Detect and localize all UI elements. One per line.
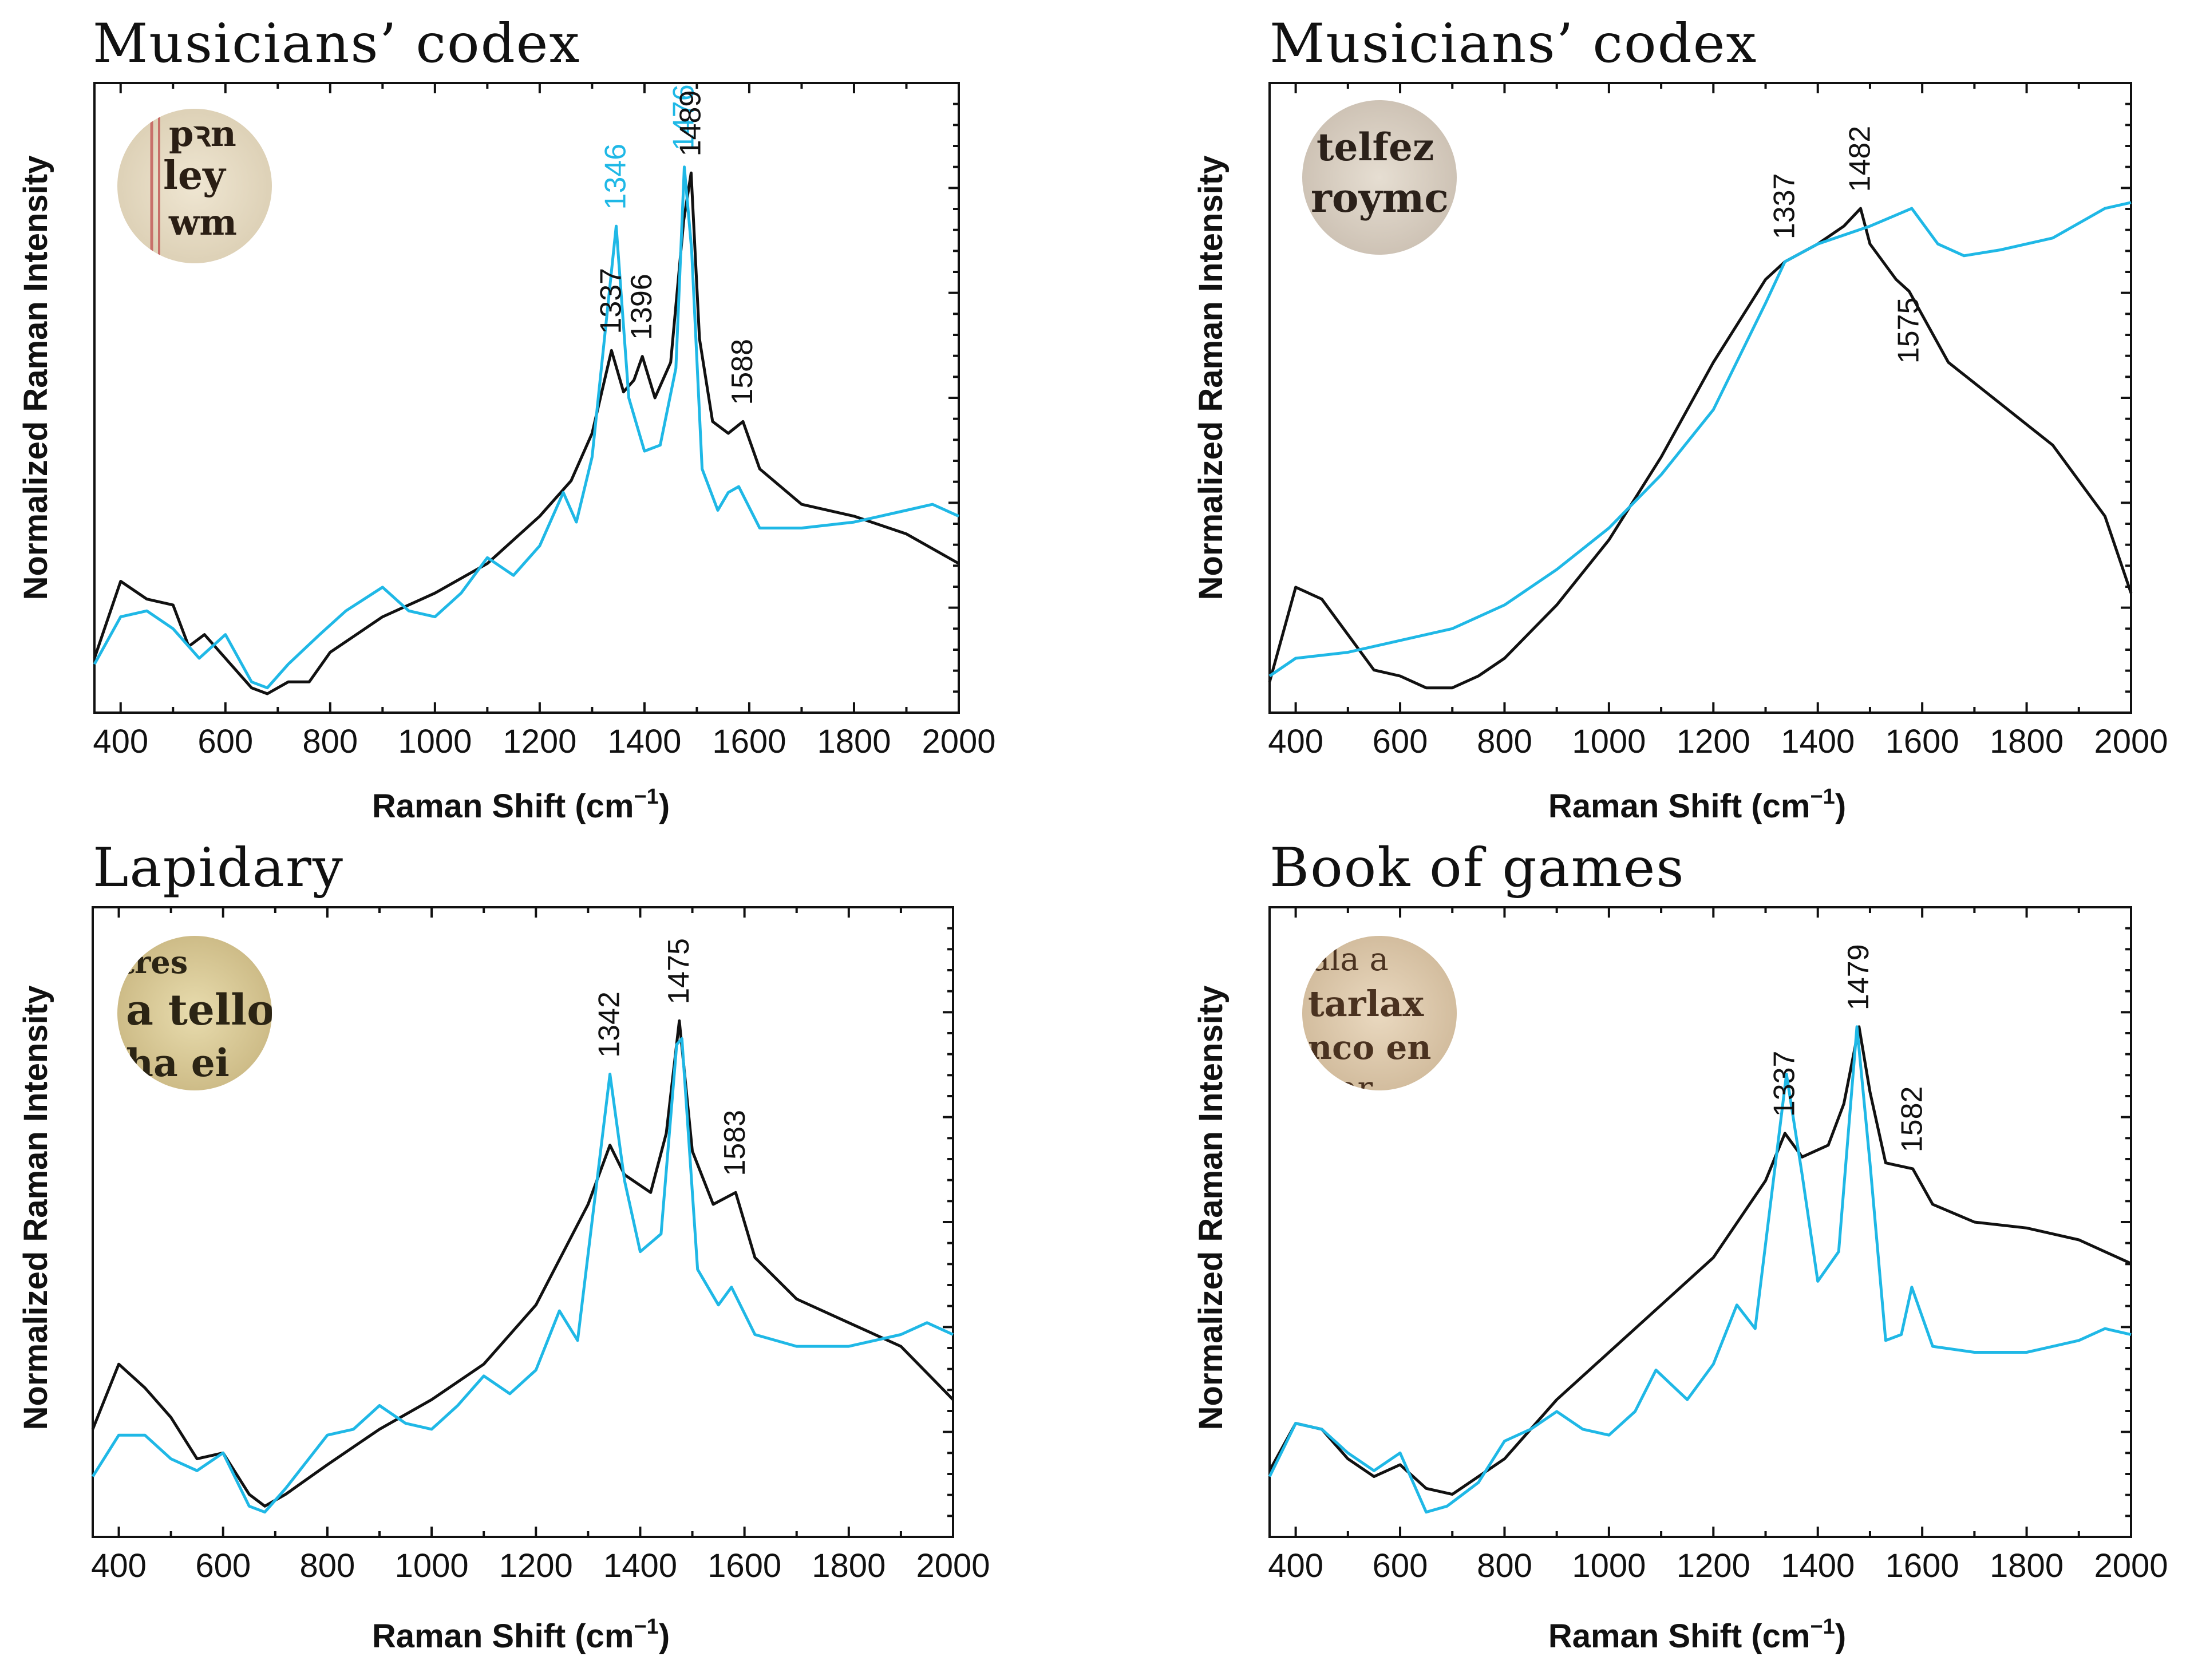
panel-lapidary: Lapidary Normalized Raman Intensity Rama… [17, 837, 990, 1655]
svg-text:mar: mar [1308, 1070, 1373, 1107]
peak-label-1396: 1396 [625, 274, 658, 340]
svg-text:tarlax: tarlax [1308, 983, 1424, 1025]
svg-text:nco en: nco en [1308, 1028, 1431, 1067]
x-tick-label: 1800 [817, 723, 891, 760]
svg-text:ley: ley [163, 153, 227, 199]
manuscript-detail-photo-icon: telfez roymc [1302, 100, 1457, 255]
panel-title: Lapidary [93, 837, 344, 899]
peak-label-1479: 1479 [1842, 944, 1875, 1010]
panel-book-of-games: Book of games Normalized Raman Intensity… [1192, 837, 2168, 1655]
y-axis-label: Normalized Raman Intensity [1192, 156, 1230, 600]
svg-text:tres: tres [120, 944, 188, 981]
x-axis-label: Raman Shift (cm−1) [1548, 1615, 1846, 1655]
series-line-cyan [91, 1037, 954, 1514]
x-tick-label: 1000 [1572, 1547, 1646, 1584]
svg-text:wm: wm [168, 201, 237, 243]
peak-label-1342: 1342 [593, 991, 626, 1058]
peak-label-1337: 1337 [1768, 1051, 1801, 1117]
panel-musicians-codex-1: Musicians’ codex Normalized Raman Intens… [17, 13, 996, 825]
x-tick-label: 1800 [1990, 723, 2064, 760]
x-tick-label: 1400 [607, 723, 681, 760]
svg-text:ha ei: ha ei [126, 1041, 230, 1085]
y-axis-label: Normalized Raman Intensity [17, 986, 54, 1430]
svg-text:roymc: roymc [1311, 174, 1449, 222]
series-line-cyan [93, 165, 960, 690]
x-tick-label: 1200 [499, 1547, 573, 1584]
svg-text:pꝛn: pꝛn [169, 113, 236, 155]
x-tick-label: 1400 [1781, 723, 1855, 760]
peak-label-1476: 1476 [667, 84, 700, 151]
x-tick-label: 1600 [1885, 1547, 1959, 1584]
x-tick-label: 400 [91, 1547, 147, 1584]
manuscript-detail-photo-icon: pꝛn ley wm [117, 109, 272, 263]
peak-label-1583: 1583 [718, 1110, 752, 1176]
x-axis-label: Raman Shift (cm−1) [1548, 785, 1846, 825]
y-axis-label: Normalized Raman Intensity [17, 156, 54, 600]
x-tick-label: 800 [300, 1547, 355, 1584]
peak-label-1337: 1337 [594, 268, 627, 334]
series-line-black [1268, 207, 2133, 690]
peak-label-1482: 1482 [1844, 126, 1877, 192]
series-line-cyan [1268, 201, 2132, 678]
x-tick-label: 1600 [712, 723, 786, 760]
panel-title: Musicians’ codex [1270, 13, 1757, 75]
series-line-black [91, 1019, 954, 1508]
peak-label-1582: 1582 [1896, 1086, 1929, 1153]
manuscript-detail-photo-icon: ala a tarlax nco en mar [1302, 936, 1457, 1107]
x-tick-label: 800 [1477, 1547, 1532, 1584]
svg-text:telfez: telfez [1317, 125, 1434, 169]
peak-label-1588: 1588 [726, 339, 759, 405]
x-tick-label: 600 [195, 1547, 251, 1584]
x-tick-label: 600 [197, 723, 253, 760]
x-tick-label: 400 [1268, 1547, 1323, 1584]
series-line-black [93, 171, 960, 695]
x-tick-label: 800 [302, 723, 358, 760]
y-axis-label: Normalized Raman Intensity [1192, 986, 1230, 1430]
x-tick-label: 1200 [503, 723, 576, 760]
panel-title: Book of games [1270, 837, 1685, 899]
x-axis-label: Raman Shift (cm−1) [372, 785, 670, 825]
panel-title: Musicians’ codex [93, 13, 580, 75]
x-axis-label: Raman Shift (cm−1) [372, 1615, 670, 1655]
x-tick-label: 1000 [398, 723, 472, 760]
x-tick-label: 1200 [1677, 1547, 1750, 1584]
x-tick-label: 2000 [2094, 723, 2168, 760]
x-tick-label: 2000 [2094, 1547, 2168, 1584]
series-line-cyan [1268, 1025, 2132, 1514]
peak-label-1575: 1575 [1892, 298, 1925, 364]
x-tick-label: 600 [1373, 723, 1428, 760]
x-tick-label: 1200 [1677, 723, 1750, 760]
peak-label-1475: 1475 [662, 938, 695, 1005]
peak-label-1489: 1489 [674, 90, 707, 157]
peak-label-1346: 1346 [599, 144, 632, 210]
x-tick-label: 1400 [603, 1547, 677, 1584]
svg-text:a tello.: a tello. [126, 986, 289, 1035]
x-tick-label: 1800 [812, 1547, 886, 1584]
x-tick-label: 400 [93, 723, 148, 760]
x-tick-label: 1400 [1781, 1547, 1855, 1584]
panel-musicians-codex-2: Musicians’ codex Normalized Raman Intens… [1192, 13, 2168, 825]
manuscript-detail-photo-icon: tres a tello. ha ei [117, 936, 289, 1090]
series-line-black [1268, 1025, 2132, 1496]
x-tick-label: 2000 [922, 723, 995, 760]
x-tick-label: 1600 [1885, 723, 1959, 760]
x-tick-label: 1600 [707, 1547, 781, 1584]
x-tick-label: 600 [1373, 1547, 1428, 1584]
x-tick-label: 400 [1268, 723, 1323, 760]
x-tick-label: 1800 [1990, 1547, 2064, 1584]
svg-text:ala a: ala a [1311, 941, 1389, 978]
x-tick-label: 800 [1477, 723, 1532, 760]
x-tick-label: 1000 [395, 1547, 469, 1584]
peak-label-1337: 1337 [1768, 173, 1801, 239]
x-tick-label: 2000 [916, 1547, 990, 1584]
x-tick-label: 1000 [1572, 723, 1646, 760]
